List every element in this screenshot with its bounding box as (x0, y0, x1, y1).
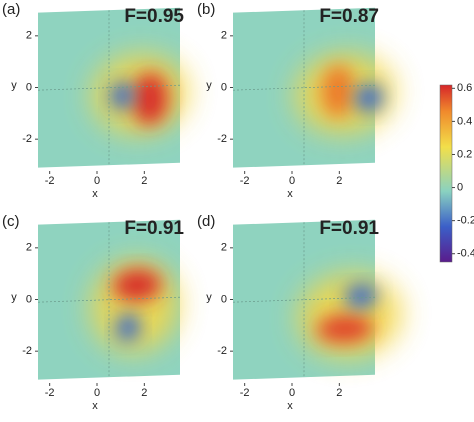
y-tick-label: 2 (221, 242, 227, 254)
y-tick-label: 0 (26, 293, 32, 305)
x-tick-label: 0 (289, 175, 295, 187)
y-tick-label: -2 (217, 133, 227, 145)
panel-label: (a) (2, 1, 20, 18)
y-tick-label: 2 (26, 30, 32, 42)
heat-blob (345, 284, 377, 309)
heat-blob (116, 313, 140, 342)
colorbar-tick-label: -0.2 (457, 215, 474, 227)
y-tick-label: 0 (221, 81, 227, 93)
y-axis-label: y (206, 291, 212, 303)
plot-area (233, 7, 395, 168)
panel-title: F=0.87 (319, 6, 379, 27)
panel: 2 0 -2 -2 0 2 y x (b) F=0.87 (197, 1, 395, 200)
colorbar-tick-label: 0.4 (457, 115, 472, 127)
x-axis-label: x (92, 188, 98, 200)
panel-label: (d) (197, 213, 215, 230)
x-tick-label: -2 (240, 175, 250, 187)
x-axis-label: x (287, 400, 293, 412)
panel-label: (b) (197, 1, 215, 18)
x-tick-label: 2 (336, 387, 342, 399)
blob-group (91, 260, 179, 353)
y-axis-label: y (206, 79, 212, 91)
blob-group (298, 273, 402, 358)
x-tick-label: 2 (141, 387, 147, 399)
colorbar-tick-label: 0.6 (457, 82, 472, 94)
x-axis-label: x (92, 400, 98, 412)
panel-title: F=0.91 (319, 218, 379, 239)
x-tick-label: 2 (336, 175, 342, 187)
panel: 2 0 -2 -2 0 2 y x (a) F=0.95 (2, 1, 188, 200)
y-tick-label: 2 (221, 30, 227, 42)
colorbar-tick-label: 0.2 (457, 148, 472, 160)
x-tick-label: -2 (45, 175, 55, 187)
y-tick-label: 2 (26, 242, 32, 254)
x-tick-label: -2 (45, 387, 55, 399)
x-tick-label: 0 (94, 387, 100, 399)
y-tick-label: 0 (26, 81, 32, 93)
colorbar (439, 84, 453, 263)
panel-title: F=0.91 (124, 218, 184, 239)
y-tick-label: -2 (22, 133, 32, 145)
plot-area (38, 7, 188, 168)
blob-group (295, 53, 395, 134)
plot-area (38, 219, 180, 380)
plot-area (233, 219, 402, 380)
x-axis-label: x (287, 188, 293, 200)
colorbar-tick-label: -0.4 (457, 248, 474, 260)
heat-blob (322, 65, 354, 118)
heat-blob (110, 81, 134, 110)
heat-blob (113, 269, 161, 302)
heat-blob (355, 83, 383, 112)
panel-label: (c) (2, 213, 20, 230)
heat-blob (317, 314, 373, 343)
y-axis-label: y (11, 291, 17, 303)
y-tick-label: -2 (22, 345, 32, 357)
panel: 2 0 -2 -2 0 2 y x (d) F=0.91 (197, 213, 402, 412)
y-axis-label: y (11, 79, 17, 91)
colorbar-tick-label: 0 (457, 181, 463, 193)
x-tick-label: -2 (240, 387, 250, 399)
panel-title: F=0.95 (124, 6, 184, 27)
y-tick-label: -2 (217, 345, 227, 357)
x-tick-label: 0 (94, 175, 100, 187)
panel: 2 0 -2 -2 0 2 y x (c) F=0.91 (2, 213, 184, 412)
y-tick-label: 0 (221, 293, 227, 305)
x-tick-label: 0 (289, 387, 295, 399)
x-tick-label: 2 (141, 175, 147, 187)
